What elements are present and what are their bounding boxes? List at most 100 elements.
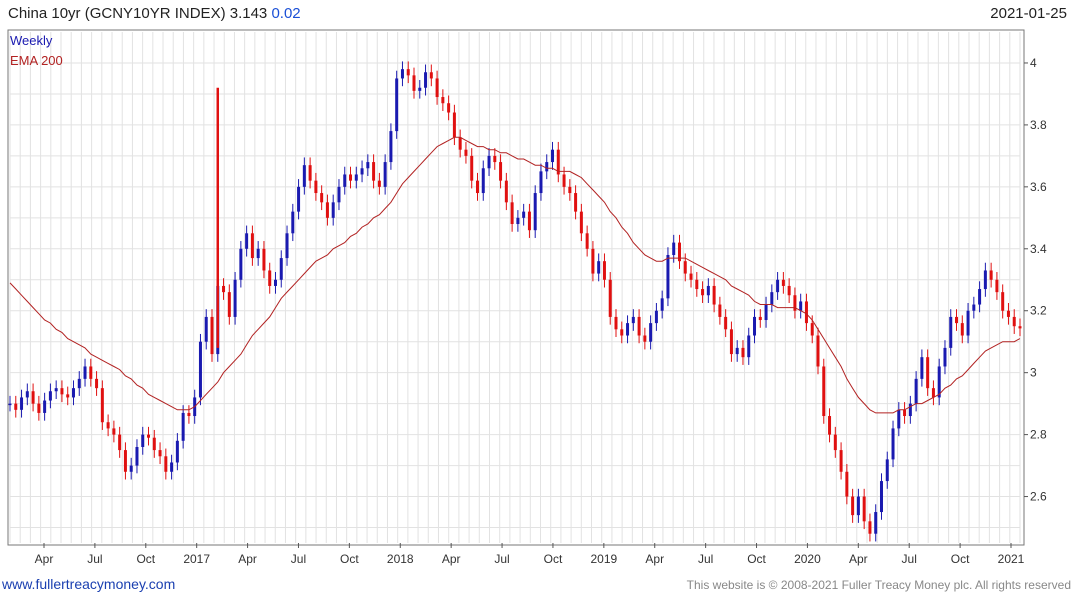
price-bar-body [152, 437, 156, 451]
price-bar-body [475, 180, 479, 194]
price-bar-body [574, 193, 578, 212]
price-bar-body [672, 242, 676, 255]
price-bar-body [845, 471, 849, 497]
x-tick-label: Jul [902, 552, 917, 566]
price-bar-body [429, 72, 433, 79]
price-bar-body [851, 496, 855, 516]
y-axis-ticks: 2.6 2.8 3 3.2 3.4 3.6 3.8 4 [1024, 56, 1047, 504]
price-bar-body [308, 165, 312, 181]
price-bar-body [643, 335, 647, 342]
price-bar-body [735, 347, 739, 355]
x-tick-label: 2021 [998, 552, 1025, 566]
price-bar-body [273, 279, 277, 286]
price-bar-body [903, 409, 907, 417]
x-tick-label: Apr [35, 552, 54, 566]
x-tick-label: Apr [849, 552, 868, 566]
price-bar-body [100, 388, 104, 423]
x-tick-label: Apr [238, 552, 257, 566]
price-bar-body [285, 233, 289, 259]
x-tick-label: Jul [494, 552, 509, 566]
y-tick-label: 2.8 [1030, 428, 1047, 442]
price-bar-body [770, 292, 774, 305]
price-bar-body [585, 233, 589, 249]
x-tick-label: 2019 [590, 552, 617, 566]
price-bar-body [914, 378, 918, 404]
price-bar-body [1006, 310, 1010, 317]
price-bar-body [729, 329, 733, 355]
price-bar-body [764, 304, 768, 321]
price-bar-body [960, 323, 964, 336]
price-bar-body [712, 285, 716, 305]
x-tick-label: Apr [442, 552, 461, 566]
price-bar-body [106, 422, 110, 429]
chart-title: China 10yr (GCNY10YR INDEX) 3.143 0.02 [8, 5, 301, 22]
x-tick-label: Jul [87, 552, 102, 566]
price-bar-body [337, 186, 341, 203]
price-bar-body [279, 258, 283, 280]
price-bar-body [291, 211, 295, 234]
price-bar-body [510, 202, 514, 225]
price-bar-body [77, 378, 81, 389]
website-link[interactable]: www.fullertreacymoney.com [2, 576, 176, 592]
price-bar-body [614, 316, 618, 330]
price-bar-body [227, 292, 231, 317]
price-bar-body [591, 248, 595, 274]
price-bar-body [256, 248, 260, 259]
price-bar-body [597, 261, 601, 274]
price-bar-body [95, 378, 99, 389]
price-bar-body [776, 279, 780, 293]
price-bar-body [175, 440, 179, 463]
price-bar-body [955, 316, 959, 324]
price-bar-body [66, 394, 70, 398]
price-bar-body [499, 162, 503, 181]
price-bar-body [170, 462, 174, 472]
price-bar-body [470, 155, 474, 181]
price-bar-body [822, 366, 826, 417]
y-tick-label: 3 [1030, 366, 1037, 380]
price-bar-body [464, 149, 468, 156]
price-bar-body [262, 248, 266, 271]
legend-weekly: Weekly [10, 33, 53, 48]
price-bar-body [141, 434, 145, 447]
price-bar-body [250, 233, 254, 259]
price-bar-body [972, 304, 976, 311]
price-bar-body [158, 450, 162, 457]
price-bar-body [135, 446, 139, 466]
price-bar-body [833, 434, 837, 451]
price-bar-body [706, 285, 710, 296]
price-bar-body [897, 409, 901, 429]
price-bar-body [527, 211, 531, 231]
price-bar-body [631, 316, 635, 324]
price-bar-body [20, 397, 24, 410]
price-bar-body [649, 323, 653, 342]
price-bar-body [452, 112, 456, 138]
price-bar-body [978, 289, 982, 305]
price-bar-body [926, 357, 930, 389]
x-tick-label: 2017 [183, 552, 210, 566]
price-bar-body [995, 279, 999, 293]
price-bar-body [522, 211, 526, 218]
price-bar-body [360, 168, 364, 175]
price-bar-body [8, 403, 12, 406]
price-bar-body [325, 202, 329, 218]
price-bar-body [447, 103, 451, 113]
price-bar-body [481, 168, 485, 194]
price-bar-body [54, 388, 58, 392]
y-tick-label: 2.6 [1030, 490, 1047, 504]
price-bar-body [747, 335, 751, 358]
price-bars [8, 61, 1022, 542]
price-bar-body [123, 450, 127, 472]
price-bar-body [377, 180, 381, 187]
price-bar-body [354, 174, 358, 181]
price-bar-body [856, 496, 860, 516]
price-bar-body [395, 78, 399, 132]
x-tick-label: Oct [951, 552, 970, 566]
price-bar-body [885, 459, 889, 482]
price-bar-body [60, 388, 64, 395]
price-bar-body [949, 316, 953, 348]
price-bar-body [677, 242, 681, 262]
y-tick-label: 3.6 [1030, 180, 1047, 194]
price-bar-body [654, 310, 658, 324]
price-bar-body [920, 357, 924, 379]
x-tick-label: 2020 [794, 552, 821, 566]
